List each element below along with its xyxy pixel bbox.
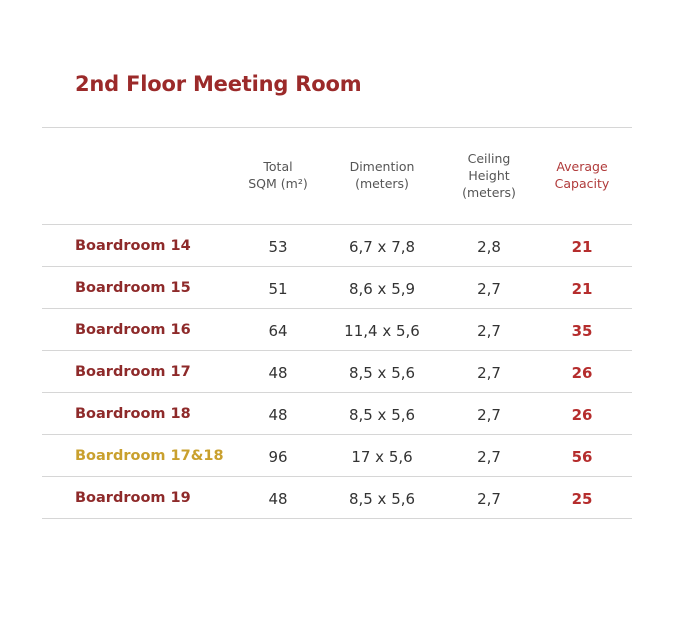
room-sqm: 48 xyxy=(268,364,288,382)
room-ceiling-height: 2,7 xyxy=(477,406,501,424)
room-ceiling-height: 2,7 xyxy=(477,364,501,382)
room-dimension: 6,7 x 7,8 xyxy=(348,238,416,256)
room-dimension: 8,5 x 5,6 xyxy=(348,490,416,508)
header-ceiling-height: Ceiling Height (meters) xyxy=(462,151,516,200)
room-ceiling-height: 2,7 xyxy=(477,280,501,298)
room-name: Boardroom 17&18 xyxy=(75,448,224,464)
room-dimension: 11,4 x 5,6 xyxy=(344,322,420,340)
room-dimension: 8,5 x 5,6 xyxy=(348,406,416,424)
room-sqm: 48 xyxy=(268,490,288,508)
header-dimension: Dimention (meters) xyxy=(349,159,415,191)
room-sqm: 64 xyxy=(268,322,288,340)
room-sqm: 53 xyxy=(268,238,288,256)
room-ceiling-height: 2,7 xyxy=(477,490,501,508)
room-dimension: 8,6 x 5,9 xyxy=(348,280,416,298)
page-title: 2nd Floor Meeting Room xyxy=(75,72,362,96)
room-name: Boardroom 14 xyxy=(75,238,191,254)
row-divider xyxy=(42,518,632,519)
room-capacity: 26 xyxy=(571,364,593,382)
room-sqm: 48 xyxy=(268,406,288,424)
room-capacity: 56 xyxy=(571,448,593,466)
row-divider xyxy=(42,308,632,309)
header-average-capacity: Average Capacity xyxy=(554,159,610,191)
room-capacity: 21 xyxy=(571,280,593,298)
room-dimension: 17 x 5,6 xyxy=(351,448,413,466)
room-name: Boardroom 17 xyxy=(75,364,191,380)
room-name: Boardroom 15 xyxy=(75,280,191,296)
room-name: Boardroom 18 xyxy=(75,406,191,422)
room-ceiling-height: 2,8 xyxy=(477,238,501,256)
row-divider xyxy=(42,350,632,351)
row-divider xyxy=(42,476,632,477)
room-sqm: 51 xyxy=(268,280,288,298)
row-divider xyxy=(42,224,632,225)
room-name: Boardroom 16 xyxy=(75,322,191,338)
room-ceiling-height: 2,7 xyxy=(477,322,501,340)
room-dimension: 8,5 x 5,6 xyxy=(348,364,416,382)
room-capacity: 35 xyxy=(571,322,593,340)
room-name: Boardroom 19 xyxy=(75,490,191,506)
divider-top xyxy=(42,127,632,128)
row-divider xyxy=(42,266,632,267)
row-divider xyxy=(42,434,632,435)
room-sqm: 96 xyxy=(268,448,288,466)
room-capacity: 26 xyxy=(571,406,593,424)
room-capacity: 25 xyxy=(571,490,593,508)
room-capacity: 21 xyxy=(571,238,593,256)
room-ceiling-height: 2,7 xyxy=(477,448,501,466)
row-divider xyxy=(42,392,632,393)
header-total-sqm: Total SQM (m²) xyxy=(248,159,308,191)
